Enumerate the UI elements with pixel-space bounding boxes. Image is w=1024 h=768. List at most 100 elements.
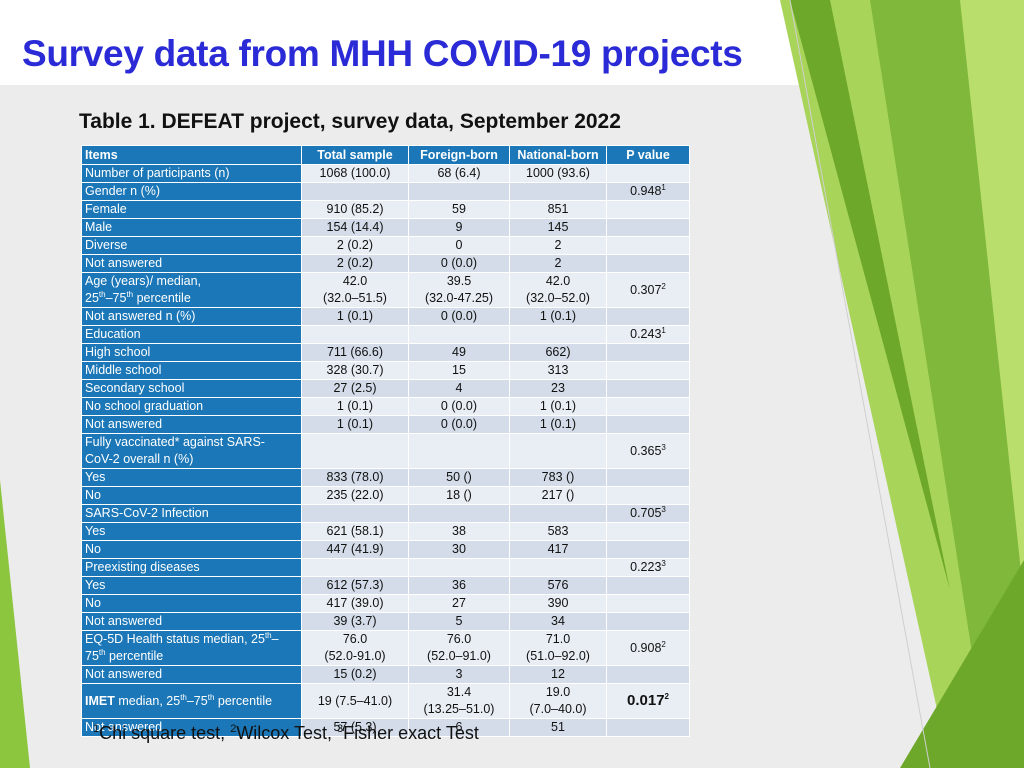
item-line: Yes xyxy=(85,524,106,538)
item-line: Number of participants (n) xyxy=(85,166,230,180)
p-value-footnote-mark: 1 xyxy=(661,325,666,335)
foreign-line: 30 xyxy=(452,542,466,556)
p-value-footnote-mark: 3 xyxy=(661,442,666,452)
foreign-cell: 18 () xyxy=(408,486,510,505)
foreign-line: 6 xyxy=(455,720,463,734)
item-cell: Not answered n (%) xyxy=(81,307,302,326)
foreign-cell: 49 xyxy=(408,343,510,362)
national-cell: 1 (0.1) xyxy=(509,397,607,416)
national-cell: 71.0 (51.0–92.0) xyxy=(509,630,607,666)
p-value: 0.948 xyxy=(630,184,662,198)
total-line: 27 (2.5) xyxy=(333,381,377,395)
item-cell: Yes xyxy=(81,576,302,595)
foreign-line: 49 xyxy=(452,345,466,359)
foreign-cell: 30 xyxy=(408,540,510,559)
foreign-cell: 0 (0.0) xyxy=(408,307,510,326)
foreign-cell xyxy=(408,558,510,577)
foreign-line: 0 xyxy=(455,238,463,252)
total-line: 417 (39.0) xyxy=(326,596,384,610)
item-line: Not answered xyxy=(85,417,163,431)
foreign-line: 5 xyxy=(455,614,463,628)
national-line: 12 xyxy=(551,667,565,681)
total-cell: 910 (85.2) xyxy=(301,200,409,219)
item-line: Not answered xyxy=(85,614,163,628)
national-line: 313 xyxy=(547,363,569,377)
foreign-cell: 0 (0.0) xyxy=(408,397,510,416)
header-total-sample: Total sample xyxy=(301,145,409,165)
item-cell: Not answered xyxy=(81,665,302,684)
national-cell: 1 (0.1) xyxy=(509,415,607,434)
foreign-line: 36 xyxy=(452,578,466,592)
foreign-line: 9 xyxy=(455,220,463,234)
footnote-mark-3: 3 xyxy=(337,723,344,735)
p-value-footnote-mark: 1 xyxy=(661,182,666,192)
total-cell: 1068 (100.0) xyxy=(301,164,409,183)
national-line: 1 (0.1) xyxy=(539,309,577,323)
item-cell: No xyxy=(81,486,302,505)
table-row: Yes 621 (58.1) 38 583 xyxy=(81,522,690,541)
national-cell: 2 xyxy=(509,236,607,255)
p-value-cell xyxy=(606,307,690,326)
national-cell: 576 xyxy=(509,576,607,595)
p-value-footnote-mark: 2 xyxy=(661,281,666,291)
national-line: (7.0–40.0) xyxy=(529,702,587,716)
header-p-value: P value xyxy=(606,145,690,165)
total-cell: 833 (78.0) xyxy=(301,468,409,487)
foreign-cell xyxy=(408,433,510,469)
foreign-cell: 31.4 (13.25–51.0) xyxy=(408,683,510,719)
total-line: 57 (5.3) xyxy=(333,720,377,734)
foreign-cell: 59 xyxy=(408,200,510,219)
item-cell: IMET median, 25th–75th percentile xyxy=(81,683,302,719)
foreign-cell: 9 xyxy=(408,218,510,237)
p-value-cell: 0.9082 xyxy=(606,630,690,666)
total-cell: 621 (58.1) xyxy=(301,522,409,541)
foreign-line: 38 xyxy=(452,524,466,538)
item-line: No school graduation xyxy=(85,399,204,413)
p-value-cell xyxy=(606,379,690,398)
p-value-cell xyxy=(606,218,690,237)
foreign-cell: 0 xyxy=(408,236,510,255)
foreign-cell: 39.5 (32.0-47.25) xyxy=(408,272,510,308)
total-line: 2 (0.2) xyxy=(336,256,374,270)
slide-title: Survey data from MHH COVID-19 projects xyxy=(22,33,743,74)
foreign-line: 50 () xyxy=(446,470,472,484)
item-cell: Yes xyxy=(81,522,302,541)
item-line: Middle school xyxy=(85,363,162,377)
national-cell: 12 xyxy=(509,665,607,684)
p-value-cell: 0.0172 xyxy=(606,683,690,719)
national-line: 145 xyxy=(547,220,569,234)
national-line: 71.0 xyxy=(545,632,571,646)
foreign-line: 4 xyxy=(455,381,463,395)
table-row: Yes 833 (78.0) 50 () 783 () xyxy=(81,468,690,487)
foreign-line: 0 (0.0) xyxy=(440,309,478,323)
item-line: Education xyxy=(85,327,141,341)
total-cell: 1 (0.1) xyxy=(301,307,409,326)
total-line: 910 (85.2) xyxy=(326,202,384,216)
item-line: EQ-5D Health status median, 25th– xyxy=(85,630,279,646)
national-cell: 851 xyxy=(509,200,607,219)
national-cell: 23 xyxy=(509,379,607,398)
ordinal-suffix: th xyxy=(207,692,215,702)
total-line: 711 (66.6) xyxy=(326,345,384,359)
total-line: 1 (0.1) xyxy=(336,417,374,431)
total-line: 447 (41.9) xyxy=(326,542,384,556)
footnote-mark-2: 2 xyxy=(230,723,237,735)
p-value-cell xyxy=(606,540,690,559)
table-row: No school graduation 1 (0.1) 0 (0.0) 1 (0.1… xyxy=(81,397,690,416)
item-line: Gender n (%) xyxy=(85,184,161,198)
item-cell: Yes xyxy=(81,468,302,487)
foreign-cell xyxy=(408,182,510,201)
item-line: Yes xyxy=(85,578,106,592)
total-line: 1068 (100.0) xyxy=(319,166,391,180)
national-cell: 313 xyxy=(509,361,607,380)
total-cell: 711 (66.6) xyxy=(301,343,409,362)
footnote-text-3: Fisher exact Test xyxy=(343,723,479,743)
foreign-line: 31.4 xyxy=(446,685,472,699)
ordinal-suffix: th xyxy=(180,692,187,702)
total-cell: 2 (0.2) xyxy=(301,236,409,255)
national-cell xyxy=(509,558,607,577)
item-line: SARS-CoV-2 Infection xyxy=(85,506,209,520)
table-row: Diverse 2 (0.2) 0 2 xyxy=(81,236,690,255)
p-value-cell: 0.2233 xyxy=(606,558,690,577)
total-line: 76.0 xyxy=(342,632,368,646)
